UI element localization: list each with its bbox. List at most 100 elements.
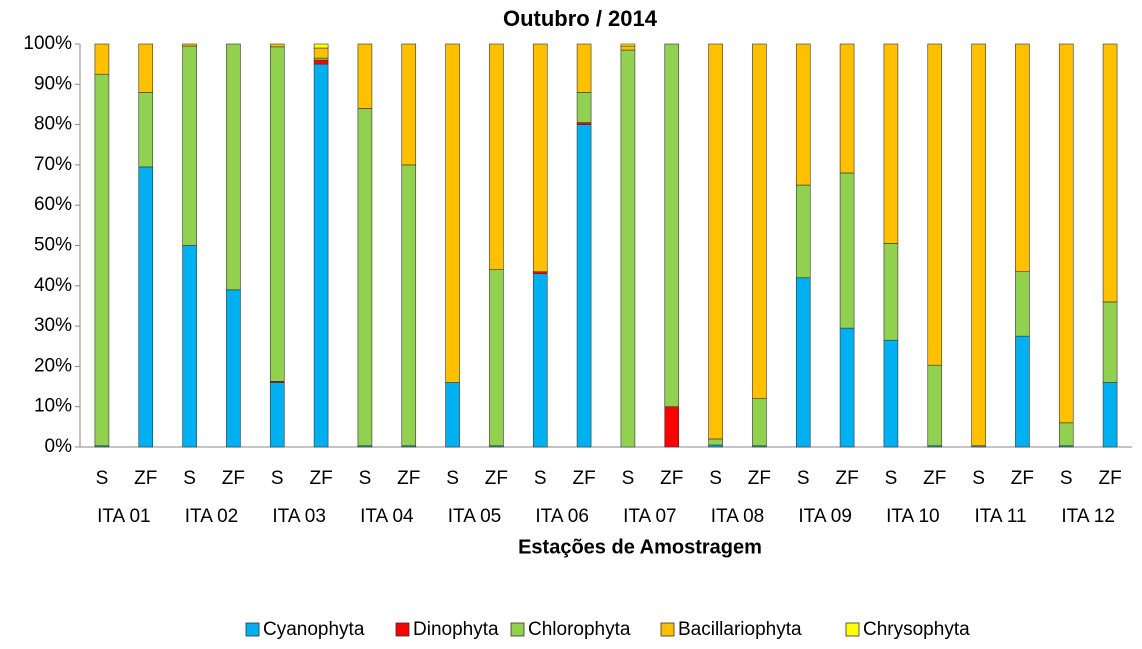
x-group-label: ITA 08 <box>711 506 765 527</box>
x-tick-label: ZF <box>660 468 683 489</box>
x-tick-label: S <box>271 468 284 489</box>
y-tick-label: 80% <box>34 114 72 135</box>
bar-segment <box>576 92 592 123</box>
bar-segment <box>138 43 154 93</box>
y-tick-label: 10% <box>34 396 72 417</box>
bar-segment <box>971 43 986 447</box>
x-group-label: ITA 03 <box>272 506 326 527</box>
x-tick-label: S <box>183 468 196 489</box>
x-group-label: ITA 05 <box>448 506 502 527</box>
x-tick-label: ZF <box>134 468 157 489</box>
bar-segment <box>752 398 767 447</box>
bar-segment <box>313 43 329 49</box>
bar-segment <box>269 43 285 48</box>
bar-segment <box>708 444 723 448</box>
x-tick-label: ZF <box>485 468 508 489</box>
x-tick-label: ZF <box>748 468 771 489</box>
y-tick-label: 70% <box>34 154 72 175</box>
bar-segment <box>445 43 460 383</box>
legend-swatch <box>510 622 525 637</box>
bar-segment <box>313 63 329 448</box>
bar-segment <box>620 49 636 448</box>
bar-segment <box>927 364 943 447</box>
bar-segment <box>94 73 110 447</box>
legend-swatch <box>245 622 260 637</box>
x-group-label: ITA 11 <box>974 506 1026 527</box>
bar-segment <box>883 339 899 448</box>
y-tick-label: 20% <box>34 355 72 376</box>
bar-segment <box>357 43 373 109</box>
bar-segment <box>708 438 723 446</box>
bar-segment <box>357 108 373 447</box>
bar-segment <box>138 92 154 168</box>
y-tick-label: 90% <box>34 73 72 94</box>
x-tick-label: ZF <box>923 468 946 489</box>
x-group-label: ITA 09 <box>798 506 852 527</box>
bar-segment <box>839 327 855 448</box>
bar-segment <box>182 245 197 448</box>
legend-label: Bacillariophyta <box>678 619 802 640</box>
bar-segment <box>752 43 767 399</box>
bar-segment <box>927 43 943 366</box>
x-group-label: ITA 02 <box>185 506 239 527</box>
bar-segment <box>708 43 723 440</box>
bar-segment <box>576 43 592 93</box>
x-tick-label: S <box>1060 468 1073 489</box>
bar-segment <box>883 43 899 244</box>
legend-swatch <box>845 622 860 637</box>
bar-segment <box>1102 382 1118 448</box>
bar-segment <box>532 43 548 272</box>
x-group-label: ITA 01 <box>97 506 151 527</box>
x-tick-label: ZF <box>1098 468 1121 489</box>
bar-segment <box>313 59 329 65</box>
bar-segment <box>401 164 417 447</box>
bar-segment <box>489 43 504 270</box>
x-group-label: ITA 10 <box>886 506 940 527</box>
bar-segment <box>1058 43 1074 424</box>
x-tick-label: ZF <box>572 468 595 489</box>
x-tick-label: ZF <box>222 468 245 489</box>
x-tick-label: S <box>359 468 372 489</box>
bar-segment <box>839 43 855 174</box>
bar-segment <box>620 43 636 47</box>
x-tick-label: ZF <box>309 468 332 489</box>
x-tick-label: S <box>96 468 109 489</box>
bar-segment <box>226 43 241 291</box>
bar-segment <box>401 43 417 166</box>
x-tick-label: ZF <box>1011 468 1034 489</box>
bar-segment <box>664 43 680 408</box>
bar-segment <box>883 243 899 341</box>
bar-segment <box>1015 271 1030 337</box>
legend-label: Cyanophyta <box>263 619 365 640</box>
y-tick-label: 40% <box>34 275 72 296</box>
bar-segment <box>138 166 154 448</box>
bar-segment <box>795 277 811 448</box>
legend-label: Chlorophyta <box>528 619 631 640</box>
bar-segment <box>445 382 460 448</box>
x-tick-label: ZF <box>397 468 420 489</box>
bar-segment <box>1015 43 1030 272</box>
bar-segment <box>532 271 548 275</box>
x-tick-label: S <box>446 468 459 489</box>
bar-segment <box>795 43 811 186</box>
bar-segment <box>576 124 592 448</box>
bar-segment <box>576 122 592 125</box>
x-tick-label: S <box>709 468 722 489</box>
bar-segment <box>182 43 197 47</box>
chart-title: Outubro / 2014 <box>503 6 658 31</box>
y-tick-label: 0% <box>45 436 73 457</box>
y-tick-label: 60% <box>34 194 72 215</box>
bar-segment <box>94 43 110 75</box>
x-tick-label: S <box>622 468 635 489</box>
bar-segment <box>489 269 504 447</box>
x-tick-label: ZF <box>835 468 858 489</box>
bar-segment <box>1102 301 1118 383</box>
bar-segment <box>269 382 285 448</box>
x-tick-label: S <box>885 468 898 489</box>
y-tick-label: 100% <box>23 33 72 54</box>
bar-segment <box>620 45 636 51</box>
y-tick-label: 30% <box>34 315 72 336</box>
bar-segment <box>532 273 548 448</box>
bar-segment <box>1102 43 1118 303</box>
